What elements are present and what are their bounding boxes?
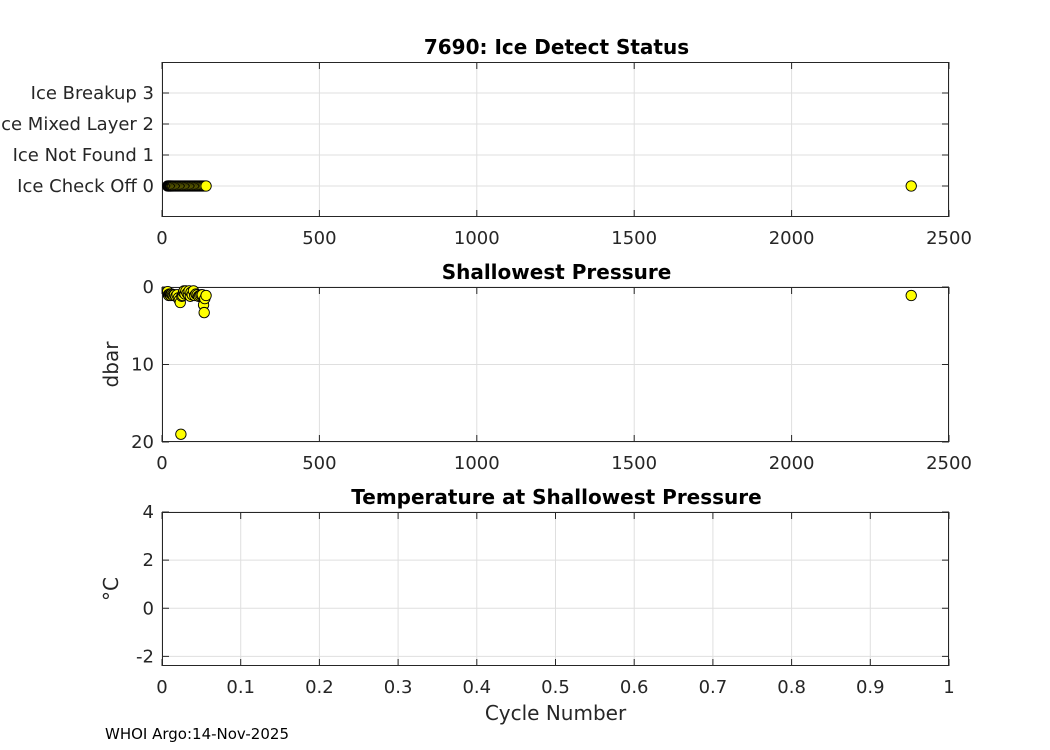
data-point: [175, 428, 187, 440]
x-tick-label: 500: [302, 228, 336, 249]
data-point: [200, 289, 212, 302]
data-point: [905, 180, 917, 192]
x-tick-label: 2500: [926, 228, 972, 249]
y-tick-label: 20: [131, 432, 154, 453]
x-tick-label: 1: [943, 677, 954, 698]
x-tick-label: 0.9: [856, 677, 885, 698]
x-tick-label: 0.2: [305, 677, 334, 698]
x-tick-label: 0.8: [777, 677, 806, 698]
x-tick-label: 0.7: [699, 677, 728, 698]
y-tick-label: 10: [131, 355, 154, 376]
x-tick-label: 500: [302, 453, 336, 474]
x-tick-label: 0.3: [384, 677, 413, 698]
x-tick-label: 0: [156, 677, 167, 698]
chart-pres: 0 500 1000 1500 2000 2500 0 10 20 Shallowest Pres…: [99, 260, 972, 474]
y-tick-label: Ice Mixed Layer 2: [0, 114, 154, 135]
x-tick-label: 1000: [454, 453, 500, 474]
data-point: [200, 180, 212, 192]
x-tick-label: 0.6: [620, 677, 649, 698]
y-axis-label: °C: [99, 577, 123, 601]
y-tick-label: 2: [143, 550, 154, 571]
axes-frame: [162, 62, 949, 217]
y-tick-label: 0: [143, 598, 154, 619]
x-tick-label: 0: [156, 453, 167, 474]
x-axis-label: Cycle Number: [485, 701, 627, 725]
x-tick-label: 2000: [769, 453, 815, 474]
x-tick-label: 0.5: [541, 677, 570, 698]
y-tick-label: 4: [143, 502, 154, 523]
chart-title: 7690: Ice Detect Status: [424, 35, 689, 59]
x-tick-label: 2000: [769, 228, 815, 249]
y-tick-label: Ice Breakup 3: [31, 83, 154, 104]
data-point: [905, 289, 917, 302]
y-tick-label: 0: [143, 277, 154, 298]
data-point: [198, 306, 210, 319]
data-points: [162, 285, 917, 440]
x-tick-label: 0: [156, 228, 167, 249]
y-tick-label: Ice Check Off 0: [17, 176, 154, 197]
x-tick-label: 2500: [926, 453, 972, 474]
chart-ice: 0 500 1000 1500 2000 2500 Ice Check Off 0 Ice N…: [0, 35, 972, 249]
y-axis-label: dbar: [99, 341, 123, 388]
x-tick-label: 1000: [454, 228, 500, 249]
y-tick-label: Ice Not Found 1: [13, 145, 154, 166]
chart-title: Shallowest Pressure: [442, 260, 672, 284]
data-points: [162, 180, 917, 192]
x-tick-label: 1500: [611, 228, 657, 249]
x-tick-label: 0.4: [462, 677, 491, 698]
chart-temp: 0 0.1 0.2 0.3 0.4 0.5 0.6 0.7 0.8 0.9 1-2024Temper…: [99, 485, 955, 725]
footer-stamp: WHOI Argo:14-Nov-2025: [105, 725, 289, 743]
x-tick-label: 0.1: [226, 677, 255, 698]
y-tick-label: -2: [136, 646, 154, 667]
x-tick-label: 1500: [611, 453, 657, 474]
chart-title: Temperature at Shallowest Pressure: [351, 485, 761, 509]
plot-area: [162, 62, 949, 217]
